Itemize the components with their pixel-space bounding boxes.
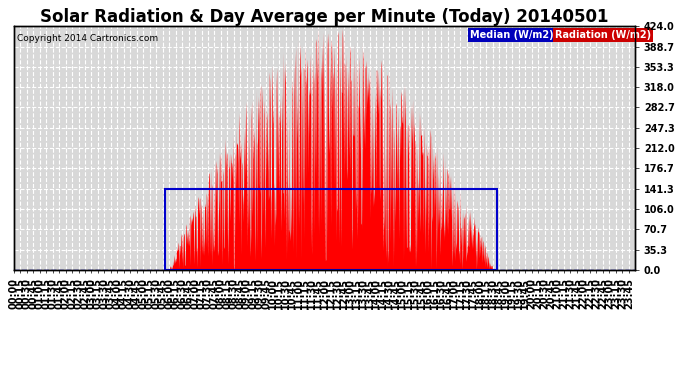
Title: Solar Radiation & Day Average per Minute (Today) 20140501: Solar Radiation & Day Average per Minute… [40,8,609,26]
Bar [165,189,497,270]
Text: Copyright 2014 Cartronics.com: Copyright 2014 Cartronics.com [17,34,158,43]
Text: Median (W/m2): Median (W/m2) [471,30,554,40]
Text: Radiation (W/m2): Radiation (W/m2) [555,30,651,40]
